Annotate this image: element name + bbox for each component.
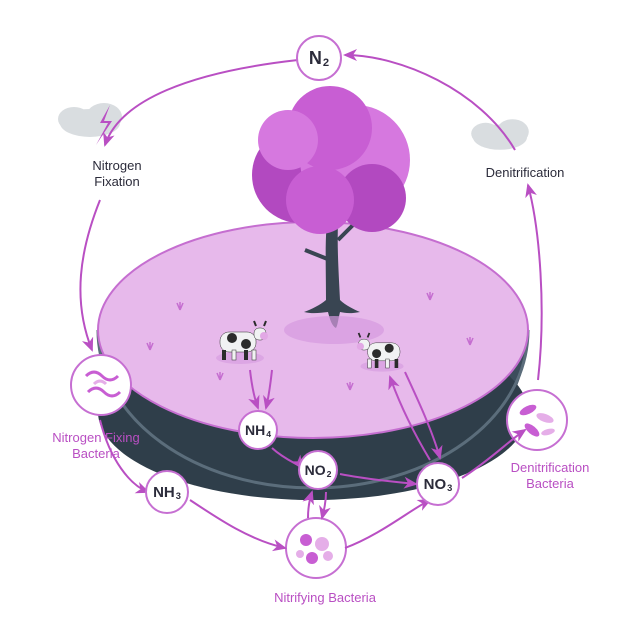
cloud-left bbox=[58, 103, 122, 145]
node-n2-sub: 2 bbox=[323, 57, 329, 69]
label-denitrification-bacteria: Denitrification Bacteria bbox=[490, 460, 610, 493]
fixing-bacteria-icon bbox=[71, 355, 131, 415]
scene-svg bbox=[0, 0, 626, 626]
node-nh3: NH3 bbox=[145, 470, 189, 514]
node-nh3-sub: 3 bbox=[176, 491, 181, 501]
cloud-right bbox=[471, 119, 529, 150]
node-no2-sub: 2 bbox=[327, 469, 332, 479]
node-no3-sub: 3 bbox=[447, 483, 452, 493]
label-fixation: Nitrogen Fixation bbox=[72, 158, 162, 191]
arrow-nh3-to-nitrify bbox=[190, 500, 285, 548]
node-n2: N2 bbox=[296, 35, 342, 81]
denitrification-bacteria-icon bbox=[507, 390, 567, 450]
node-nh3-base: NH bbox=[153, 484, 175, 501]
nitrifying-bacteria-icon bbox=[286, 518, 346, 578]
node-nh4-sub: 4 bbox=[266, 429, 271, 439]
label-denitrification: Denitrification bbox=[470, 165, 580, 181]
node-no2: NO2 bbox=[298, 450, 338, 490]
label-fixing-bacteria: Nitrogen Fixing Bacteria bbox=[36, 430, 156, 463]
node-no2-base: NO bbox=[305, 462, 326, 478]
node-nh4: NH4 bbox=[238, 410, 278, 450]
node-n2-base: N bbox=[309, 48, 322, 69]
arrow-nitrify-to-no3 bbox=[345, 500, 430, 548]
node-no3-base: NO bbox=[424, 476, 447, 493]
label-nitrifying-bacteria: Nitrifying Bacteria bbox=[255, 590, 395, 606]
arrow-denitbact-to-denit bbox=[528, 185, 542, 380]
node-nh4-base: NH bbox=[245, 422, 265, 438]
nitrogen-cycle-diagram: N2 NH4 NO2 NH3 NO3 Nitrogen Fixation Den… bbox=[0, 0, 626, 626]
node-no3: NO3 bbox=[416, 462, 460, 506]
